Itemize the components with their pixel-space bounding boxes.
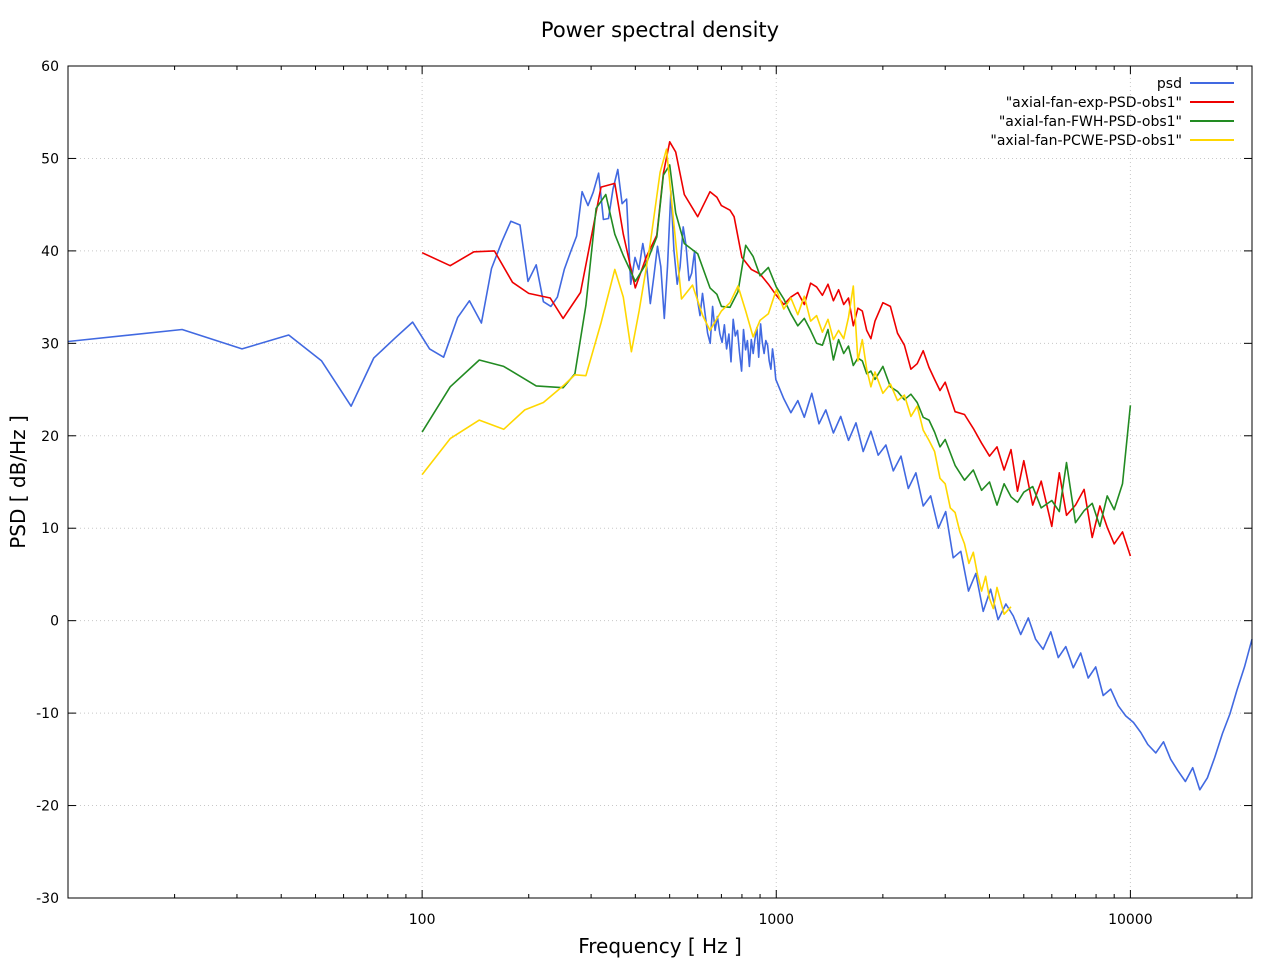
plot-frame	[67, 65, 1253, 899]
series-line-1	[421, 141, 1132, 557]
axis-ticks	[68, 65, 1252, 899]
y-tick-label: 50	[41, 151, 59, 167]
series-layer	[67, 141, 1253, 791]
x-tick-label: 100	[409, 912, 436, 928]
y-tick-label: 40	[41, 244, 59, 260]
x-axis-label: Frequency [ Hz ]	[578, 934, 742, 958]
y-tick-label: 0	[50, 614, 59, 630]
y-tick-label: -30	[36, 891, 59, 907]
grid	[68, 66, 1252, 898]
legend-label-1: "axial-fan-exp-PSD-obs1"	[1006, 95, 1182, 111]
series-line-3	[421, 148, 1012, 616]
y-tick-label: 30	[41, 336, 59, 352]
legend-label-3: "axial-fan-PCWE-PSD-obs1"	[990, 133, 1182, 149]
y-tick-label: 20	[41, 429, 59, 445]
tick-labels: -30 -20 -10 0 10 20 30 40 50 60 100 1000 10000	[36, 59, 1153, 928]
chart-title: Power spectral density	[541, 18, 779, 42]
y-tick-label: -10	[36, 706, 59, 722]
series-line-0	[67, 168, 1253, 791]
x-tick-label: 1000	[758, 912, 794, 928]
legend-label-2: "axial-fan-FWH-PSD-obs1"	[999, 114, 1182, 130]
x-tick-label: 10000	[1108, 912, 1153, 928]
y-axis-label: PSD [ dB/Hz ]	[6, 415, 30, 549]
legend-label-0: psd	[1157, 76, 1182, 92]
series-line-2	[421, 164, 1132, 528]
y-tick-label: -20	[36, 799, 59, 815]
y-tick-label: 60	[41, 59, 59, 75]
legend: psd "axial-fan-exp-PSD-obs1" "axial-fan-FW…	[990, 76, 1234, 149]
y-tick-label: 10	[41, 521, 59, 537]
